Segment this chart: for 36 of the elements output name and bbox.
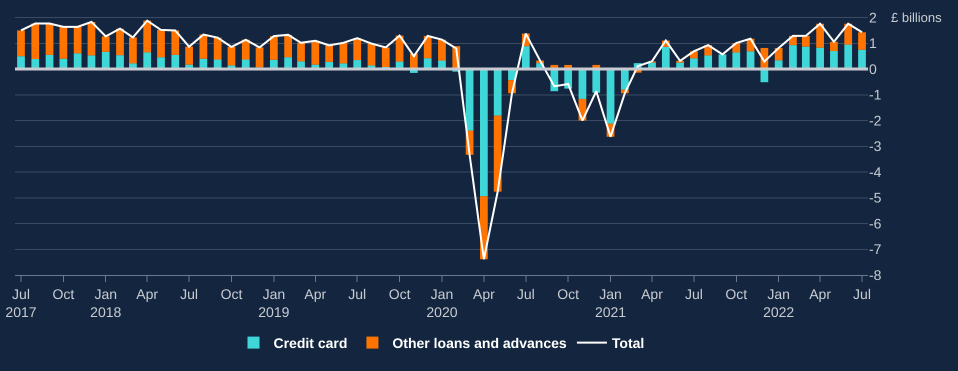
x-tick-label: Oct (557, 286, 580, 302)
x-tick-label: Jul 2017 (5, 286, 37, 320)
x-tick-label: Apr (136, 286, 158, 302)
x-tick-label: Jan 2020 (426, 286, 458, 320)
x-tick-label: Jul (348, 286, 366, 302)
x-tick-label: Oct (52, 286, 74, 302)
x-tick-label: Jan 2022 (763, 286, 794, 320)
x-tick-label: Oct (388, 286, 411, 302)
legend-label: Credit card (274, 335, 348, 352)
y-tick-label: -5 (869, 190, 882, 206)
y-tick-label: -3 (869, 138, 882, 154)
x-tick-label: Apr (472, 286, 496, 302)
y-tick-label: 2 (869, 9, 877, 26)
x-tick-label: Jul (516, 286, 535, 302)
x-tick-label: Oct (220, 286, 242, 302)
y-tick-label: -6 (869, 215, 882, 232)
x-tick-label: Apr (304, 286, 327, 302)
x-tick-label: Jul (684, 286, 703, 302)
y-tick-label: -7 (869, 241, 882, 258)
y-tick-label: 0 (869, 60, 877, 77)
y-tick-label: -8 (869, 266, 882, 283)
x-tick-label: Apr (641, 286, 664, 302)
y-tick-label: -2 (869, 112, 882, 128)
x-tick-label: Jan 2019 (258, 286, 290, 320)
x-tick-label: Jan 2018 (90, 286, 122, 320)
y-tick-label: 1 (869, 35, 877, 52)
x-tick-label: Apr (809, 286, 832, 302)
x-tick-label: Jan 2021 (594, 286, 626, 320)
x-tick-label: Jul (180, 286, 198, 302)
y-tick-label: -4 (869, 164, 882, 180)
y-axis-title: £ billions (891, 10, 942, 25)
legend-label: Other loans and advances (392, 335, 567, 352)
y-tick-label: -1 (869, 86, 882, 103)
x-tick-label: Jul (853, 286, 871, 302)
x-tick-label: Oct (725, 286, 748, 302)
legend-label: Total (612, 335, 644, 352)
